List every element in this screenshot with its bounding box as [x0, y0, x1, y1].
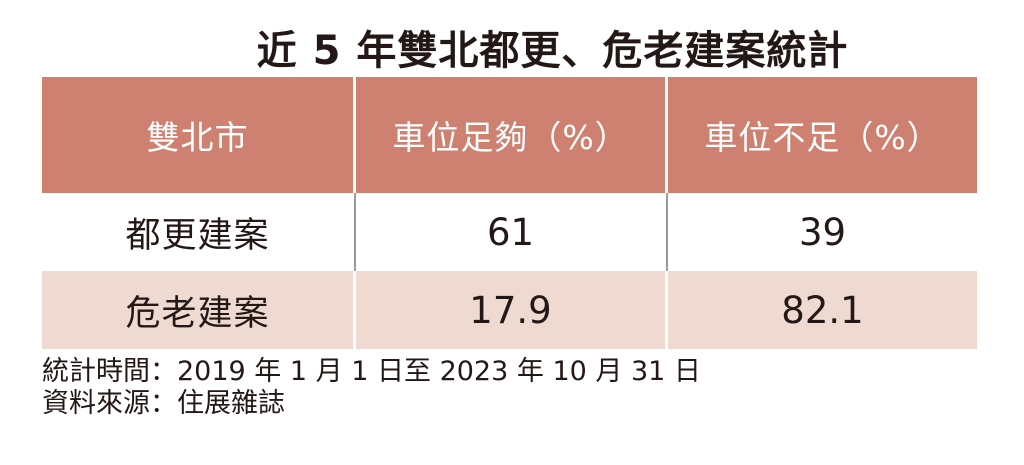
header-cell-city: 雙北市	[42, 77, 353, 193]
cell-urban-renewal-label: 都更建案	[42, 195, 353, 269]
cell-dangerous-old-label: 危老建案	[42, 271, 353, 349]
note-statistics-period: 統計時間：2019 年 1 月 1 日至 2023 年 10 月 31 日	[42, 356, 701, 387]
footnotes: 統計時間：2019 年 1 月 1 日至 2023 年 10 月 31 日 資料…	[42, 356, 701, 420]
note-data-source: 資料來源：住展雜誌	[42, 388, 285, 419]
cell-dangerous-old-insufficient: 82.1	[668, 271, 977, 349]
cell-urban-renewal-sufficient: 61	[353, 193, 665, 271]
page-title: 近 5 年雙北都更、危老建案統計	[256, 28, 849, 74]
header-cell-parking-insufficient: 車位不足（%）	[668, 77, 977, 193]
cell-urban-renewal-insufficient: 39	[665, 193, 977, 271]
header-cell-parking-sufficient: 車位足夠（%）	[356, 77, 665, 193]
stats-table: 雙北市 車位足夠（%） 車位不足（%） 都更建案 61 39 危老建案 17.9…	[42, 77, 977, 349]
cell-dangerous-old-sufficient: 17.9	[356, 271, 665, 349]
